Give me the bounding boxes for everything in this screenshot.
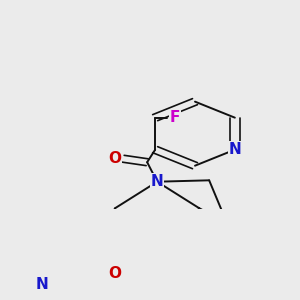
Text: N: N <box>229 142 241 157</box>
Text: N: N <box>36 277 49 292</box>
Text: F: F <box>170 110 180 125</box>
Text: O: O <box>109 151 122 166</box>
Text: O: O <box>109 266 122 281</box>
Text: N: N <box>151 174 164 189</box>
